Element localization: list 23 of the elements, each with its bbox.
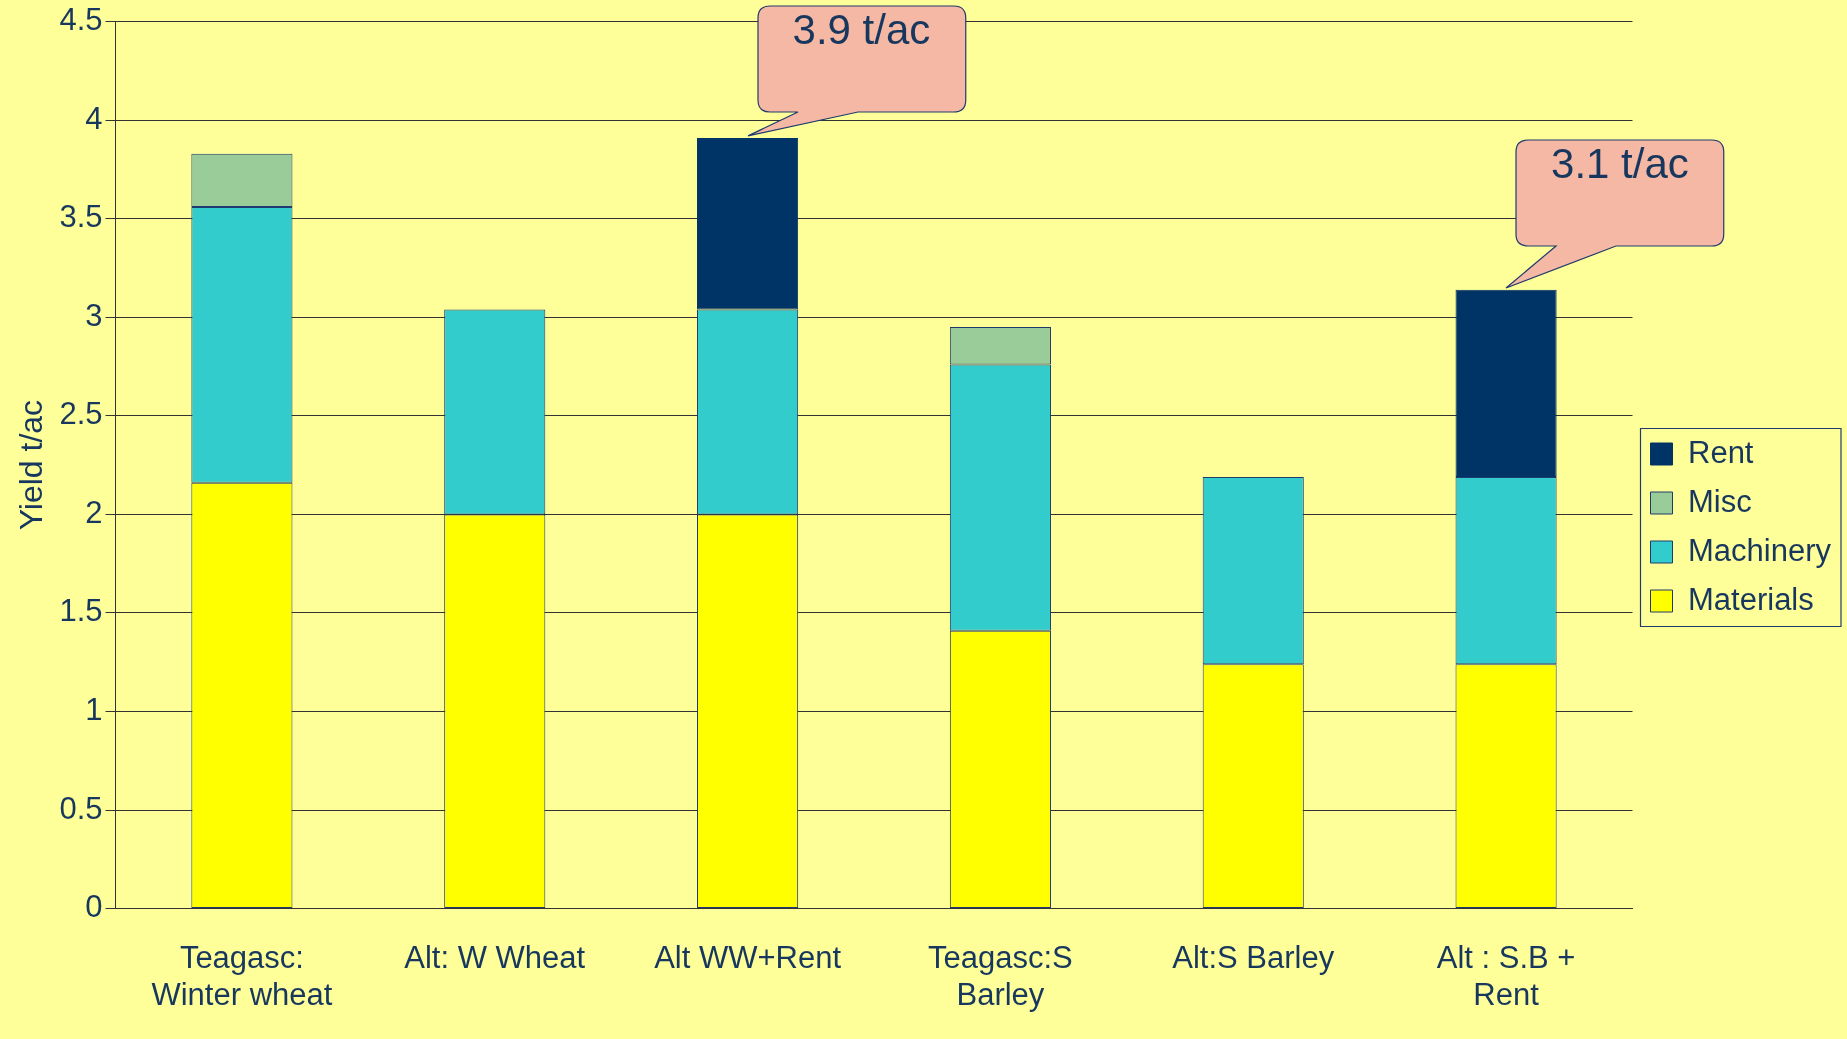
y-tick-label: 2 [85,494,103,530]
x-tick-label: Teagasc:S Barley [928,939,1073,1012]
y-tick-label: 4.5 [59,2,103,38]
x-tick-label: Alt WW+Rent [654,939,842,975]
y-tick-label: 2.5 [59,396,103,432]
x-tick-label: Teagasc: Winter wheat [151,939,333,1012]
x-tick-label: Alt: W Wheat [404,939,586,975]
legend-label: Misc [1688,483,1752,519]
y-tick-label: 1 [85,692,103,728]
legend-label: Machinery [1688,532,1832,568]
legend-label: Rent [1688,434,1754,470]
y-tick-label: 4 [85,100,103,136]
x-tick-label: Alt:S Barley [1172,939,1335,975]
y-tick-label: 3 [85,297,103,333]
y-tick-label: 1.5 [59,593,103,629]
x-tick-label: Alt : S.B + Rent [1436,939,1576,1012]
annotation: 3.9 t/ac [791,6,932,55]
y-axis-title: Yield t/ac [13,399,50,531]
legend-label: Materials [1688,581,1814,617]
y-tick-label: 0.5 [59,790,103,826]
y-tick-label: 3.5 [59,199,103,235]
annotation: 3.1 t/ac [1550,139,1690,189]
y-tick-label: 0 [85,889,103,925]
